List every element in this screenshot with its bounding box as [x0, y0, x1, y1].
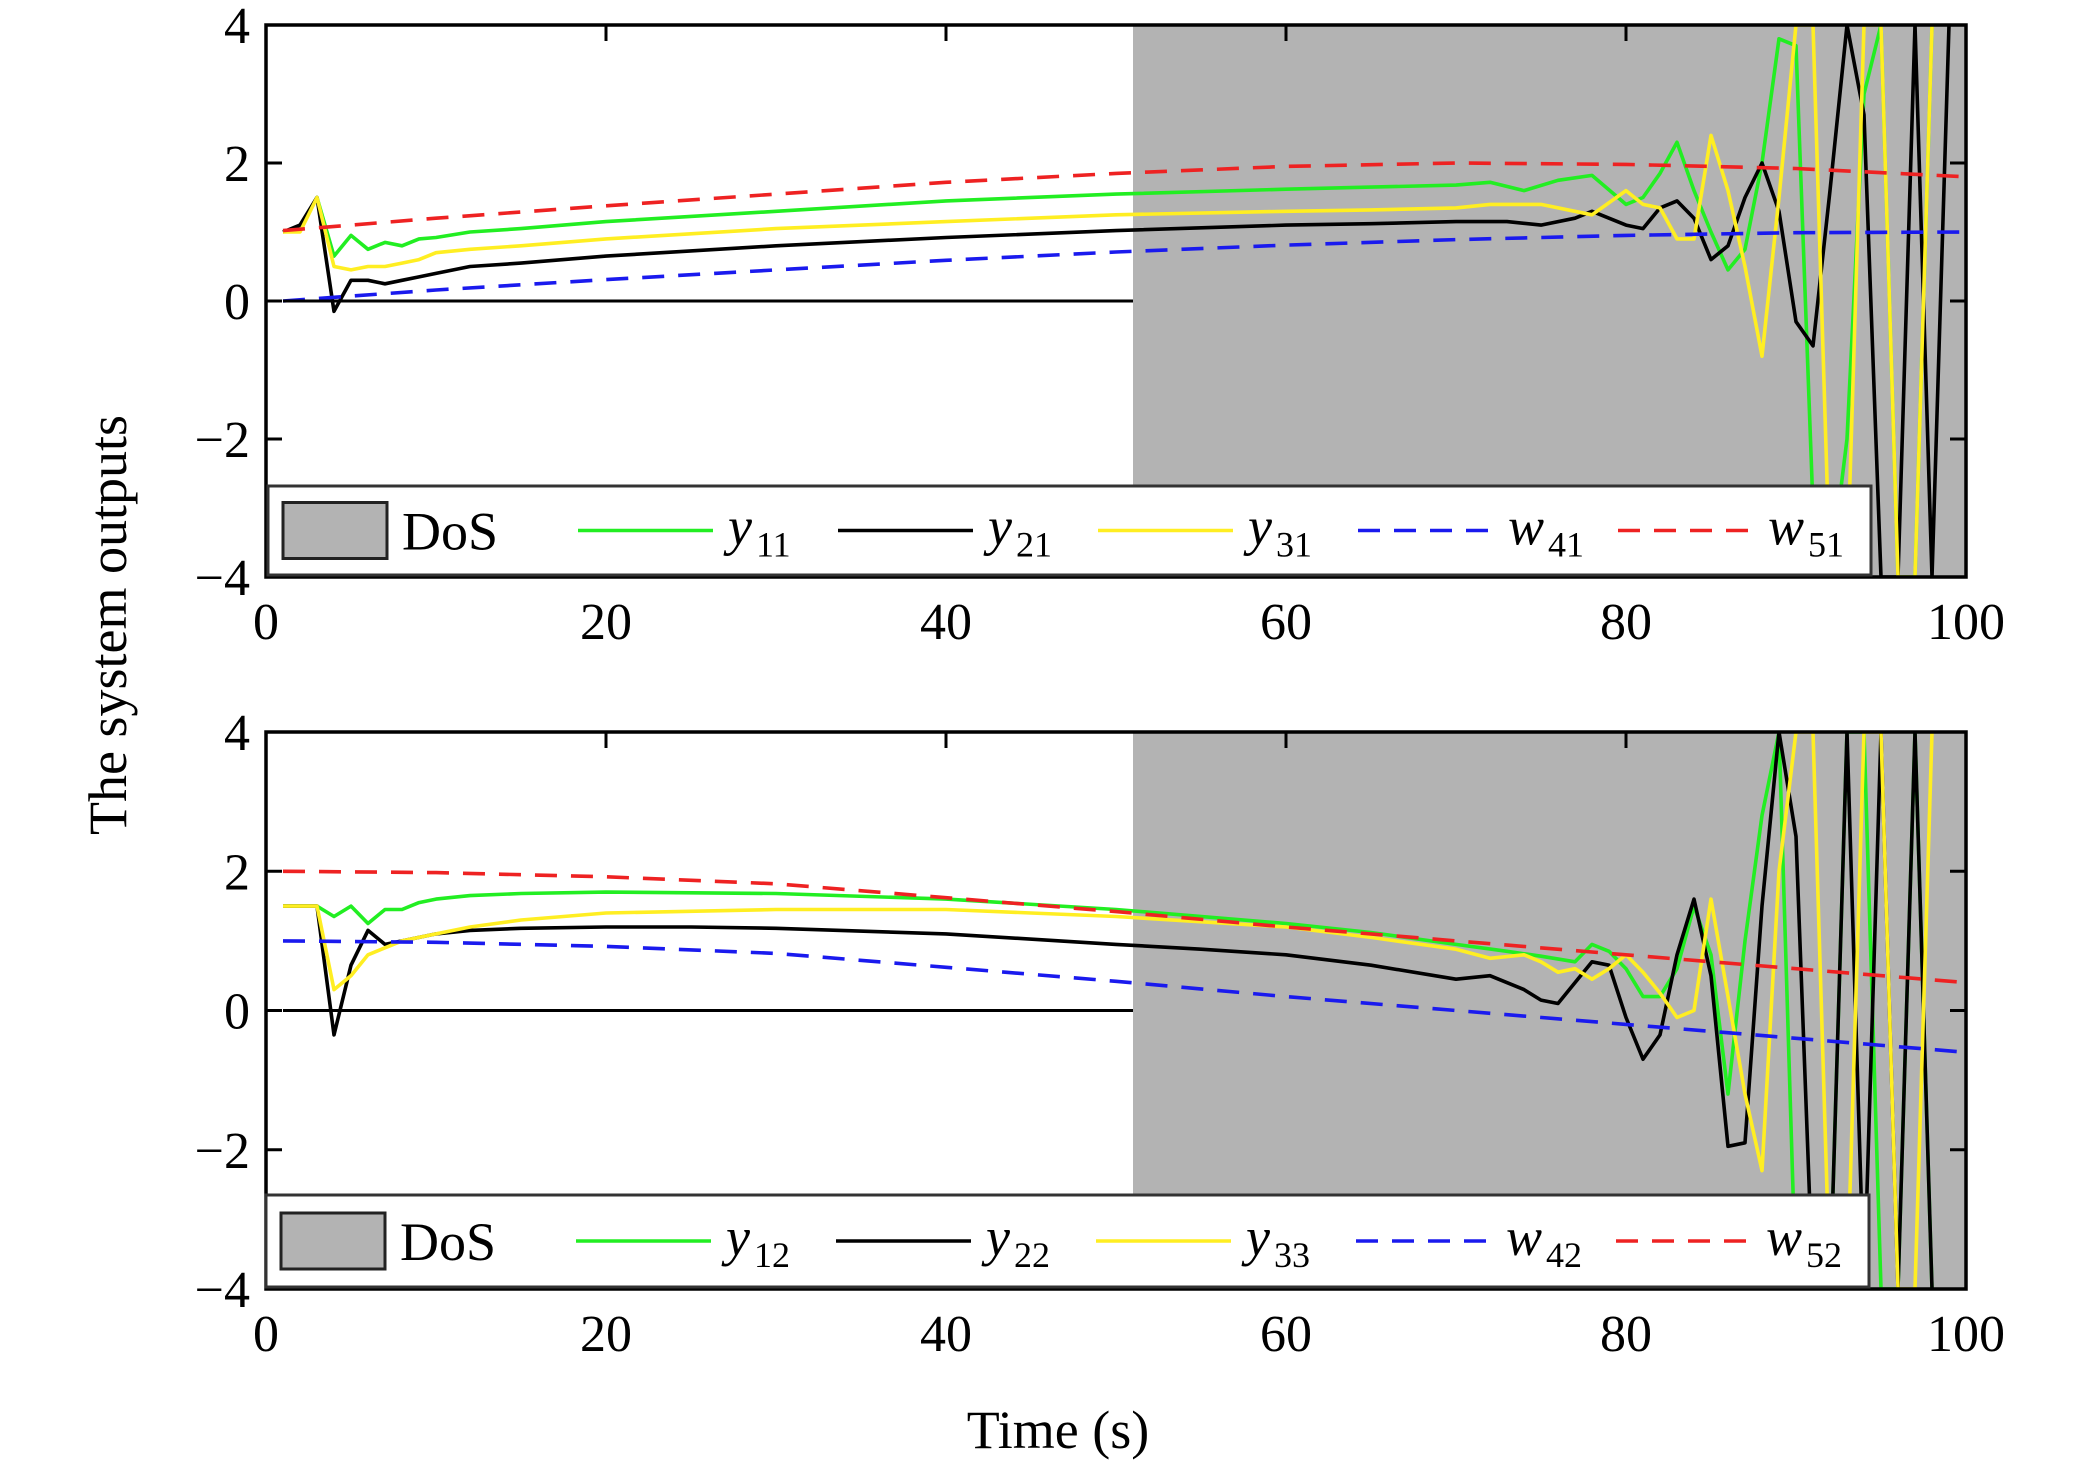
legend-label-y11: y 11: [723, 497, 791, 565]
legend-box: [264, 1193, 1871, 1289]
y-tick-label: 4: [224, 705, 250, 762]
x-tick-label: 60: [1260, 1306, 1312, 1363]
x-tick-label: 40: [920, 594, 972, 651]
x-tick-label: 100: [1927, 594, 2005, 651]
legend-label-dos: DoS: [402, 502, 498, 562]
legend-label-y33: y 33: [1241, 1207, 1310, 1275]
y-tick-label: 2: [224, 136, 250, 193]
series-line-w51: [282, 161, 1966, 233]
legend-swatch-dos: [281, 501, 389, 560]
legend-label-y21: y 21: [983, 497, 1052, 565]
series-layer: [282, 732, 1966, 1289]
x-tick-label: 20: [580, 1306, 632, 1363]
x-tick-label: 20: [580, 594, 632, 651]
legend-label-y31: y 31: [1243, 497, 1312, 565]
series-line-y12: [283, 732, 1934, 1289]
x-tick-label: 40: [920, 1306, 972, 1363]
y-tick-label: 2: [224, 844, 250, 901]
series-line-y31: [283, 25, 1934, 577]
legend: DoS y 12 y 22 y 33 w 42 w 52: [264, 1193, 1871, 1289]
y-tick-label: 0: [224, 984, 250, 1041]
legend-label-dos: DoS: [400, 1212, 496, 1272]
legend-label-y12: y 12: [721, 1207, 790, 1275]
series-line-y33: [283, 732, 1934, 1289]
x-tick-label: 0: [253, 594, 279, 651]
legend-label-w42: w 42: [1506, 1207, 1582, 1275]
legend-label-w41: w 41: [1508, 497, 1584, 565]
x-tick-label: 60: [1260, 594, 1312, 651]
x-tick-label: 100: [1927, 1306, 2005, 1363]
y-tick-label: 0: [224, 274, 250, 331]
x-tick-label: 80: [1600, 1306, 1652, 1363]
legend-label-w52: w 52: [1766, 1207, 1842, 1275]
y-tick-label: −2: [195, 1123, 250, 1180]
x-tick-label: 80: [1600, 594, 1652, 651]
y-tick-label: −4: [195, 1262, 250, 1319]
legend-swatch-dos: [279, 1211, 387, 1271]
series-line-w42: [282, 939, 1966, 1055]
y-tick-label: 4: [224, 0, 250, 55]
legend-label-w51: w 51: [1768, 497, 1844, 565]
y-tick-label: −2: [195, 412, 250, 469]
x-axis-label: Time (s): [967, 1400, 1150, 1460]
series-line-w52: [282, 869, 1966, 985]
y-tick-label: −4: [195, 550, 250, 607]
legend-label-y22: y 22: [981, 1207, 1050, 1275]
legend: DoS y 11 y 21 y 31 w 41 w 51: [266, 484, 1873, 577]
legend-box: [266, 484, 1873, 577]
y-axis-label: The system outputs: [78, 415, 138, 835]
series-line-w41: [282, 230, 1966, 303]
x-tick-label: 0: [253, 1306, 279, 1363]
